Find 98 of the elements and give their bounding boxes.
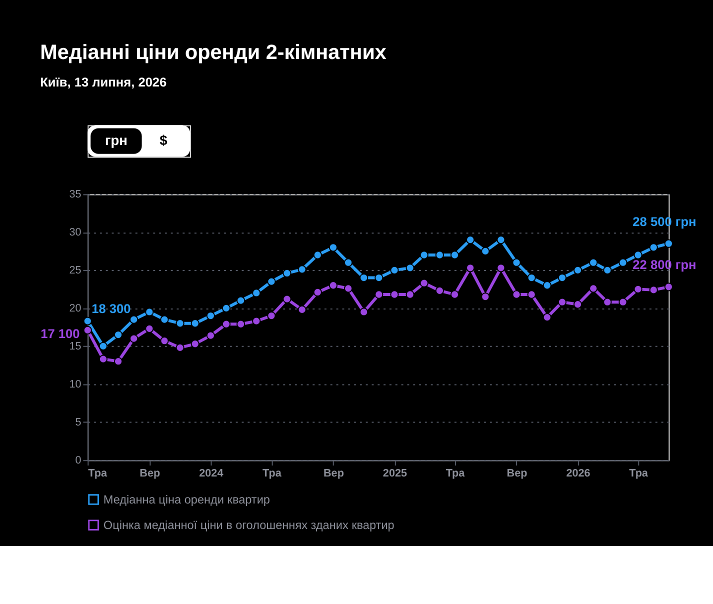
- point: [603, 266, 612, 274]
- point: [360, 273, 368, 282]
- point: [542, 281, 552, 290]
- point: [130, 315, 138, 324]
- point: [130, 334, 138, 343]
- point: [512, 258, 521, 267]
- point: [114, 357, 123, 366]
- point: [206, 331, 215, 340]
- point: [634, 250, 642, 260]
- point: [160, 336, 169, 346]
- x-tick-label: Вер: [323, 467, 344, 480]
- point: [236, 320, 246, 328]
- point: [176, 319, 184, 328]
- point: [542, 312, 552, 322]
- point: [222, 304, 231, 312]
- point: [664, 239, 673, 248]
- point: [83, 316, 92, 326]
- point: [558, 298, 567, 306]
- point: [313, 250, 322, 260]
- point: [267, 277, 276, 286]
- y-tick-label: 30: [69, 226, 82, 239]
- point: [512, 290, 521, 299]
- y-tick-label: 20: [69, 302, 82, 315]
- point: [222, 320, 231, 328]
- point: [190, 319, 200, 328]
- point: [344, 258, 353, 267]
- annotation: 18 300: [92, 301, 131, 316]
- point: [649, 243, 658, 252]
- point: [406, 264, 414, 272]
- y-tick-label: 10: [69, 378, 82, 391]
- point: [390, 290, 399, 299]
- point: [313, 288, 322, 297]
- x-tick-label: Вер: [506, 467, 528, 480]
- point: [160, 315, 169, 324]
- annotation: 17 100: [40, 326, 80, 342]
- point: [435, 250, 444, 260]
- point: [328, 243, 338, 252]
- x-tick-label: Вер: [140, 467, 161, 480]
- point: [83, 326, 92, 335]
- point: [527, 273, 536, 282]
- point: [298, 265, 306, 274]
- point: [267, 311, 276, 320]
- point: [145, 308, 154, 316]
- point: [466, 264, 475, 272]
- point: [98, 354, 108, 364]
- x-tick-label: 2024: [199, 467, 224, 480]
- point: [481, 292, 490, 302]
- point: [481, 246, 490, 256]
- point: [589, 258, 598, 267]
- point: [282, 294, 292, 304]
- point: [589, 284, 598, 293]
- point: [390, 266, 399, 274]
- point: [435, 286, 444, 295]
- chart-subtitle: Київ, 13 липня, 2026: [40, 74, 167, 90]
- x-tick-label: 2026: [566, 467, 590, 480]
- point: [420, 278, 428, 288]
- x-tick-label: Тра: [262, 467, 282, 480]
- point: [252, 316, 261, 326]
- point: [603, 298, 612, 306]
- x-tick-label: Тра: [88, 467, 108, 480]
- point: [573, 300, 582, 309]
- point: [176, 343, 184, 352]
- point: [664, 282, 673, 292]
- y-tick-label: 15: [69, 340, 82, 353]
- y-tick-label: 5: [75, 416, 82, 429]
- point: [496, 264, 506, 272]
- point: [420, 250, 428, 260]
- y-tick-label: 0: [75, 454, 82, 467]
- text: $: [160, 132, 168, 148]
- point: [573, 266, 582, 274]
- point: [298, 305, 306, 314]
- point: [190, 340, 200, 348]
- y-tick-label: 35: [69, 188, 82, 201]
- chart-title: Медіанні ціни оренди 2-кімнатних: [40, 40, 387, 64]
- point: [145, 324, 154, 333]
- point: [618, 298, 628, 306]
- x-tick-label: 2025: [382, 467, 408, 480]
- legend-label: Оцінка медіанної ціни в оголошеннях зданих квартир: [103, 518, 395, 532]
- point: [114, 330, 123, 340]
- point: [450, 290, 460, 299]
- x-tick-label: Тра: [446, 467, 466, 480]
- point: [634, 284, 642, 294]
- point: [344, 284, 353, 293]
- point: [618, 258, 628, 267]
- point: [406, 290, 414, 299]
- legend-label: Медіанна ціна оренди квартир: [103, 492, 270, 506]
- text: грн: [104, 132, 128, 148]
- point: [98, 342, 108, 350]
- point: [252, 288, 261, 298]
- point: [450, 250, 460, 260]
- y-tick-label: 25: [69, 264, 82, 277]
- point: [328, 281, 338, 290]
- point: [360, 308, 368, 316]
- x-tick-label: Тра: [629, 467, 649, 480]
- point: [649, 286, 658, 294]
- point: [236, 296, 246, 305]
- point: [527, 290, 536, 299]
- point: [374, 290, 384, 299]
